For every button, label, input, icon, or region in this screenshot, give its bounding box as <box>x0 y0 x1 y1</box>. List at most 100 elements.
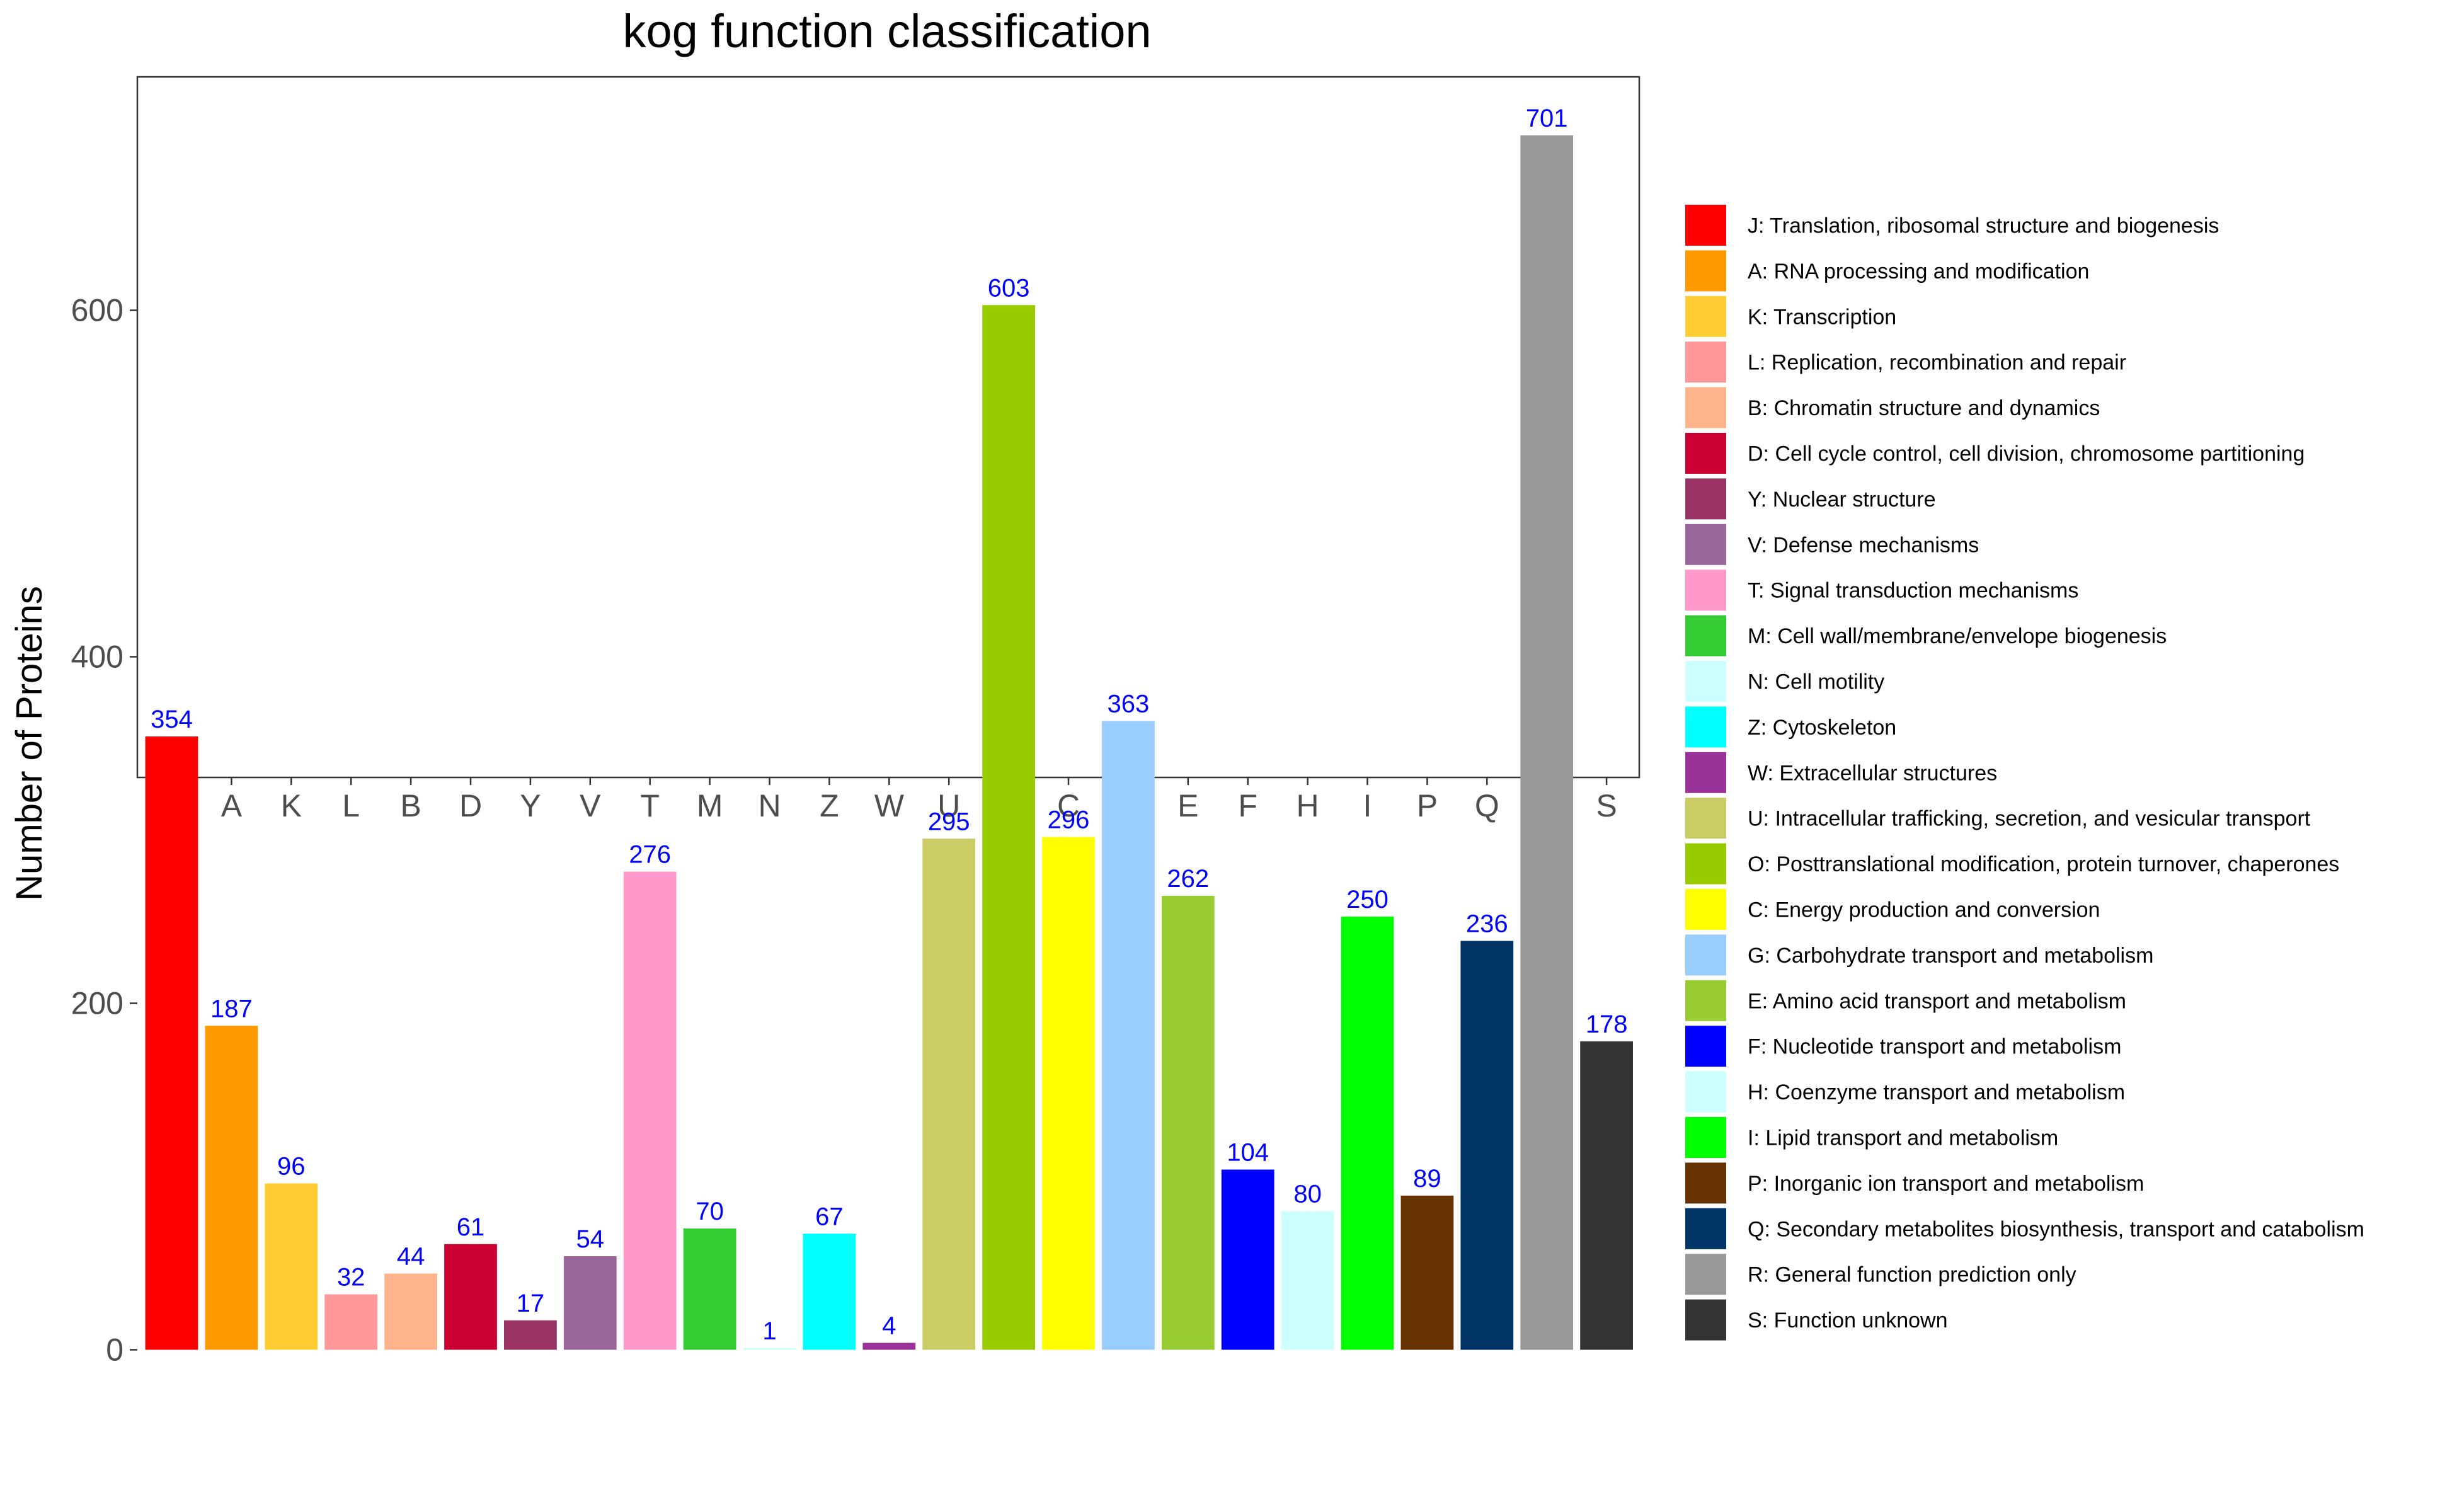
legend-swatch <box>1685 341 1726 383</box>
legend-swatch <box>1685 1254 1726 1295</box>
bar-H <box>1281 1211 1334 1350</box>
legend-label: H: Coenzyme transport and metabolism <box>1748 1080 2125 1104</box>
bar-N <box>743 1348 796 1350</box>
legend-label: M: Cell wall/membrane/envelope biogenesi… <box>1748 624 2167 648</box>
legend-label: P: Inorganic ion transport and metabolis… <box>1748 1172 2144 1196</box>
bar-value-label-Y: 17 <box>517 1290 545 1317</box>
bar-M <box>683 1228 736 1350</box>
bar-U <box>922 839 976 1350</box>
legend-item-Z: Z: Cytoskeleton <box>1685 706 1896 748</box>
bar-value-label-J: 354 <box>151 706 193 733</box>
legend-item-O: O: Posttranslational modification, prote… <box>1685 843 2339 885</box>
bar-value-label-I: 250 <box>1346 886 1389 914</box>
bar-value-label-A: 187 <box>210 995 253 1022</box>
legend-item-E: E: Amino acid transport and metabolism <box>1685 980 2126 1021</box>
legend-label: D: Cell cycle control, cell division, ch… <box>1748 442 2305 466</box>
legend-item-V: V: Defense mechanisms <box>1685 524 1979 565</box>
bar-value-label-F: 104 <box>1227 1139 1269 1167</box>
legend-item-C: C: Energy production and conversion <box>1685 889 2100 930</box>
bar-P <box>1400 1195 1454 1350</box>
legend-swatch <box>1685 387 1726 428</box>
legend-swatch <box>1685 1208 1726 1249</box>
legend-item-F: F: Nucleotide transport and metabolism <box>1685 1026 2121 1067</box>
legend-swatch <box>1685 1117 1726 1158</box>
bar-K <box>265 1183 318 1350</box>
legend-swatch <box>1685 980 1726 1021</box>
legend-item-R: R: General function prediction only <box>1685 1254 2076 1295</box>
legend-swatch <box>1685 798 1726 839</box>
legend-swatch <box>1685 706 1726 748</box>
x-tick-label-I: I <box>1363 788 1372 823</box>
legend-label: W: Extracellular structures <box>1748 761 1997 785</box>
legend-label: A: RNA processing and modification <box>1748 260 2089 284</box>
legend-swatch <box>1685 1071 1726 1113</box>
plot-panel <box>136 76 1641 779</box>
legend-swatch <box>1685 524 1726 565</box>
legend-swatch <box>1685 661 1726 702</box>
legend-swatch <box>1685 615 1726 656</box>
bar-value-label-S: 178 <box>1586 1011 1628 1038</box>
legend-swatch <box>1685 934 1726 976</box>
x-tick-label-H: H <box>1297 788 1319 823</box>
bar-value-label-Q: 236 <box>1466 910 1508 938</box>
legend-label: F: Nucleotide transport and metabolism <box>1748 1035 2121 1059</box>
bar-value-label-R: 701 <box>1526 105 1568 132</box>
legend-label: Z: Cytoskeleton <box>1748 716 1896 740</box>
legend-swatch <box>1685 478 1726 520</box>
bar-O <box>982 305 1035 1350</box>
legend-label: T: Signal transduction mechanisms <box>1748 579 2078 603</box>
bar-F <box>1221 1169 1274 1350</box>
legend-swatch <box>1685 752 1726 793</box>
x-tick-label-W: W <box>874 788 905 823</box>
legend-label: L: Replication, recombination and repair <box>1748 351 2126 375</box>
y-tick-label: 200 <box>71 986 123 1021</box>
x-tick-label-D: D <box>459 788 482 823</box>
legend-label: Q: Secondary metabolites biosynthesis, t… <box>1748 1217 2364 1241</box>
legend-item-S: S: Function unknown <box>1685 1299 1948 1341</box>
legend-item-W: W: Extracellular structures <box>1685 752 1997 793</box>
bar-value-label-G: 363 <box>1108 690 1150 718</box>
bar-value-label-N: 1 <box>762 1317 776 1345</box>
x-tick-label-B: B <box>400 788 421 823</box>
legend-label: V: Defense mechanisms <box>1748 533 1979 557</box>
legend-label: G: Carbohydrate transport and metabolism <box>1748 944 2153 968</box>
legend-item-A: A: RNA processing and modification <box>1685 250 2089 292</box>
legend-label: N: Cell motility <box>1748 670 1884 694</box>
x-tick-label-Y: Y <box>520 788 541 823</box>
bar-Q <box>1460 941 1514 1350</box>
x-tick-label-U: U <box>937 788 960 823</box>
bar-G <box>1102 721 1155 1350</box>
bar-S <box>1580 1041 1633 1350</box>
legend-swatch <box>1685 570 1726 611</box>
bar-value-label-O: 603 <box>988 274 1030 302</box>
y-tick-label: 0 <box>106 1332 123 1368</box>
bar-J <box>145 736 198 1350</box>
bar-value-label-H: 80 <box>1293 1181 1322 1208</box>
legend-item-N: N: Cell motility <box>1685 661 1884 702</box>
legend-label: Y: Nuclear structure <box>1748 488 1936 512</box>
x-tick-label-Z: Z <box>820 788 839 823</box>
bar-V <box>563 1256 617 1350</box>
bar-T <box>623 871 677 1350</box>
legend-swatch <box>1685 295 1726 337</box>
legend-item-Q: Q: Secondary metabolites biosynthesis, t… <box>1685 1208 2364 1249</box>
x-tick-label-V: V <box>580 788 601 823</box>
legend-swatch <box>1685 433 1726 474</box>
legend-item-Y: Y: Nuclear structure <box>1685 478 1936 520</box>
bars-group <box>145 135 1633 1350</box>
bar-W <box>862 1343 916 1350</box>
bar-value-label-B: 44 <box>397 1243 425 1271</box>
bar-value-label-D: 61 <box>457 1213 485 1241</box>
legend-swatch <box>1685 1162 1726 1204</box>
bar-I <box>1341 917 1394 1350</box>
legend-item-K: K: Transcription <box>1685 295 1896 337</box>
bar-value-label-Z: 67 <box>815 1203 844 1230</box>
legend-label: S: Function unknown <box>1748 1309 1948 1332</box>
x-tick-label-E: E <box>1177 788 1198 823</box>
bar-L <box>324 1294 378 1350</box>
legend-item-D: D: Cell cycle control, cell division, ch… <box>1685 433 2305 474</box>
x-tick-label-Q: Q <box>1475 788 1499 823</box>
x-axis: JAKLBDYVTMNZWUOCGEFHIPQRS <box>164 777 1617 823</box>
legend-item-L: L: Replication, recombination and repair <box>1685 341 2126 383</box>
